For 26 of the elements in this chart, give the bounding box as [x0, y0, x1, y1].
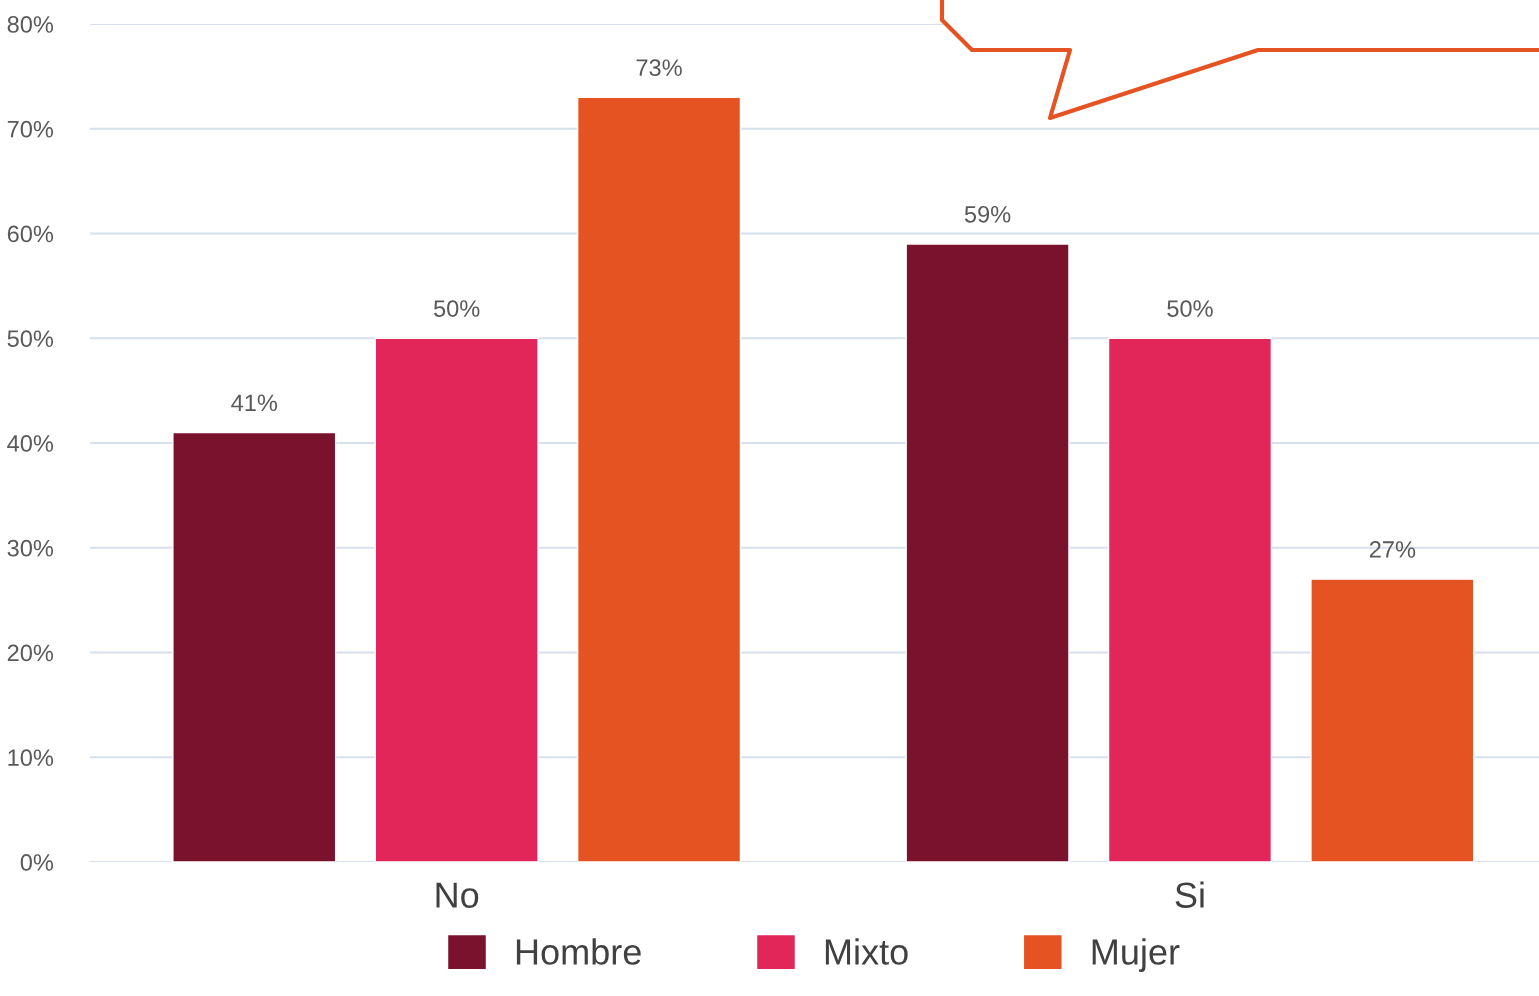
- data-label: 50%: [1167, 300, 1213, 317]
- legend-label: Mixto: [825, 938, 908, 965]
- bar: [905, 243, 1070, 862]
- legend-label: Mujer: [1092, 938, 1180, 972]
- data-label: 59%: [964, 205, 1011, 223]
- bar: [1310, 578, 1475, 862]
- y-tick-label: 40%: [7, 435, 54, 452]
- y-tick-label: 50%: [7, 330, 54, 348]
- bar: [1107, 337, 1273, 862]
- y-tick-label: 0%: [20, 854, 54, 871]
- bar: [576, 96, 742, 862]
- data-label: 41%: [231, 394, 278, 412]
- legend-label: Hombre: [516, 938, 641, 965]
- y-tick-label: 70%: [7, 120, 54, 138]
- bar: [172, 431, 337, 862]
- bar: [374, 337, 539, 862]
- y-tick-label: 30%: [7, 539, 54, 557]
- x-tick-label: No: [436, 882, 479, 908]
- x-tick-label: Si: [1175, 881, 1204, 908]
- y-tick-label: 20%: [7, 644, 54, 662]
- y-tick-label: 60%: [7, 225, 54, 243]
- data-label: 73%: [636, 59, 682, 76]
- data-label: 50%: [433, 300, 480, 317]
- y-tick-label: 10%: [8, 749, 54, 767]
- data-label: 27%: [1369, 541, 1416, 558]
- y-tick-label: 80%: [7, 16, 54, 33]
